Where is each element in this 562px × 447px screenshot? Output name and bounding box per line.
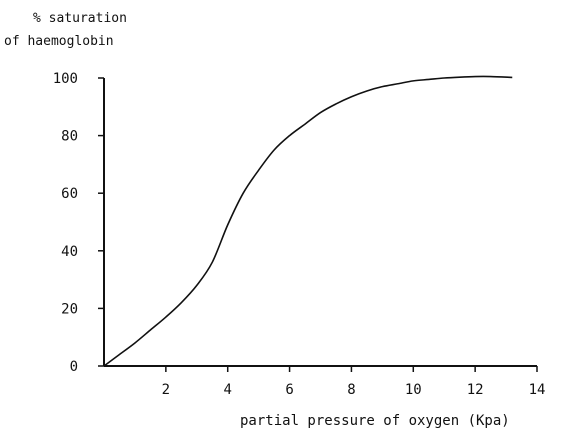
series-layer (103, 75, 513, 367)
x-tick-label: 8 (347, 382, 355, 398)
y-tick-label: 20 (61, 301, 78, 317)
x-tick-label: 2 (162, 382, 170, 398)
y-axis-label-line-1: % saturation (33, 11, 127, 26)
y-tick-label: 60 (61, 186, 78, 202)
x-axis-label: partial pressure of oxygen (Kpa) (240, 413, 510, 429)
x-tick-label: 4 (223, 382, 231, 398)
y-tick-label: 80 (61, 129, 78, 145)
tick-labels: 0 20 40 60 80 100 2 4 6 8 10 12 14 (53, 71, 546, 398)
y-tick-label: 40 (61, 244, 78, 260)
saturation-curve (103, 75, 513, 367)
y-tick-label: 100 (53, 71, 78, 87)
y-tick-label: 0 (70, 359, 78, 375)
x-tick-label: 12 (467, 382, 484, 398)
x-tick-label: 10 (405, 382, 422, 398)
axes (103, 78, 537, 367)
y-axis-label-line-2: of haemoglobin (4, 34, 114, 49)
x-tick-label: 14 (529, 382, 546, 398)
x-tick-label: 6 (285, 382, 293, 398)
